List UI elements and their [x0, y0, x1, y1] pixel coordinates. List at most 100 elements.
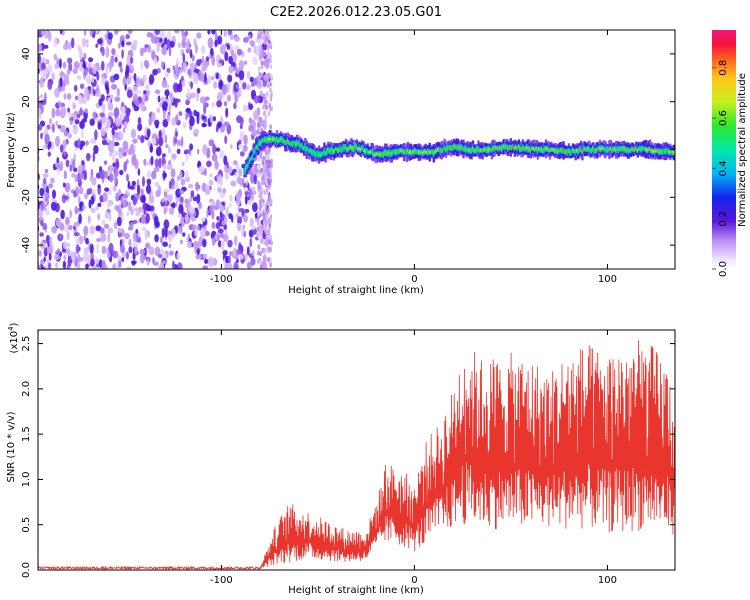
- noise-speckle: [262, 93, 265, 99]
- noise-speckle: [85, 43, 89, 48]
- noise-speckle: [127, 226, 134, 231]
- noise-speckle: [54, 88, 60, 98]
- noise-speckle: [79, 202, 83, 209]
- noise-speckle: [41, 244, 46, 250]
- track-peak: [561, 149, 564, 152]
- noise-speckle: [250, 257, 256, 266]
- track-cell: [494, 146, 498, 150]
- noise-speckle: [260, 91, 263, 97]
- noise-speckle: [165, 71, 169, 78]
- noise-speckle: [161, 198, 165, 203]
- noise-speckle: [59, 234, 63, 240]
- noise-speckle: [180, 178, 186, 186]
- noise-speckle: [59, 125, 66, 133]
- noise-speckle: [260, 225, 263, 231]
- noise-speckle: [160, 236, 163, 244]
- noise-speckle: [192, 196, 198, 202]
- track-cell: [524, 147, 527, 151]
- noise-speckle: [97, 202, 102, 207]
- noise-speckle: [59, 71, 66, 78]
- noise-speckle: [133, 145, 136, 150]
- noise-speckle: [38, 264, 41, 269]
- noise-speckle: [171, 260, 175, 269]
- noise-speckle: [200, 66, 204, 76]
- track-peak: [546, 147, 549, 150]
- noise-speckle: [215, 222, 220, 230]
- noise-speckle: [218, 59, 225, 64]
- top-y-tick-label: 40: [21, 48, 32, 61]
- track-cell: [334, 148, 337, 153]
- track-cell: [361, 146, 364, 150]
- noise-speckle: [50, 177, 55, 184]
- track-cell: [578, 147, 581, 151]
- noise-speckle: [269, 124, 272, 130]
- noise-speckle: [154, 158, 159, 168]
- noise-speckle: [233, 160, 238, 166]
- noise-speckle: [250, 193, 254, 201]
- noise-speckle: [77, 138, 81, 147]
- noise-speckle: [199, 73, 205, 82]
- track-cell: [588, 146, 591, 151]
- noise-speckle: [217, 228, 224, 234]
- noise-speckle: [62, 61, 67, 69]
- noise-speckle: [166, 39, 171, 49]
- noise-speckle: [190, 92, 197, 99]
- noise-speckle: [269, 214, 272, 220]
- noise-speckle: [73, 113, 78, 121]
- noise-speckle: [93, 145, 99, 154]
- noise-speckle: [48, 183, 54, 189]
- noise-speckle: [121, 257, 125, 262]
- noise-speckle: [45, 208, 50, 216]
- noise-speckle: [126, 211, 130, 216]
- track-peak: [596, 149, 599, 152]
- track-cell: [481, 149, 484, 153]
- track-cell: [671, 150, 675, 155]
- track-peak: [498, 146, 502, 149]
- noise-speckle: [85, 263, 89, 269]
- noise-speckle: [268, 103, 271, 108]
- track-cell: [246, 164, 249, 169]
- track-cell: [639, 147, 642, 151]
- noise-speckle: [106, 62, 111, 68]
- track-cell: [635, 146, 638, 151]
- noise-speckle: [63, 224, 70, 233]
- track-peak: [255, 146, 258, 149]
- track-cell: [504, 144, 507, 149]
- track-cell: [277, 139, 280, 143]
- noise-speckle: [204, 167, 207, 177]
- track-cell: [327, 148, 330, 153]
- noise-speckle: [170, 228, 176, 238]
- noise-speckle: [259, 30, 263, 36]
- noise-speckle: [105, 45, 109, 57]
- noise-speckle: [114, 150, 119, 156]
- noise-speckle: [144, 229, 148, 241]
- noise-speckle: [65, 216, 70, 226]
- track-cell: [585, 148, 588, 151]
- noise-speckle: [243, 105, 249, 112]
- noise-speckle: [151, 52, 156, 60]
- noise-speckle: [227, 239, 233, 248]
- noise-speckle: [62, 260, 67, 269]
- noise-speckle: [41, 99, 47, 106]
- track-peak: [575, 149, 579, 152]
- noise-speckle: [167, 147, 172, 154]
- noise-speckle: [113, 167, 117, 174]
- noise-speckle: [270, 93, 273, 99]
- noise-speckle: [264, 222, 267, 228]
- track-cell: [452, 145, 456, 150]
- noise-speckle: [57, 166, 60, 176]
- noise-speckle: [175, 201, 178, 208]
- noise-speckle: [246, 261, 252, 269]
- noise-speckle: [178, 204, 184, 214]
- track-peak: [646, 149, 649, 152]
- track-cell: [656, 149, 660, 153]
- noise-speckle: [164, 226, 168, 238]
- track-peak: [557, 150, 560, 153]
- noise-speckle: [126, 173, 129, 182]
- track-peak: [359, 148, 362, 151]
- noise-speckle: [112, 162, 117, 168]
- noise-speckle: [104, 223, 109, 229]
- noise-speckle: [202, 115, 206, 120]
- track-peak: [673, 151, 675, 154]
- noise-speckle: [265, 214, 268, 220]
